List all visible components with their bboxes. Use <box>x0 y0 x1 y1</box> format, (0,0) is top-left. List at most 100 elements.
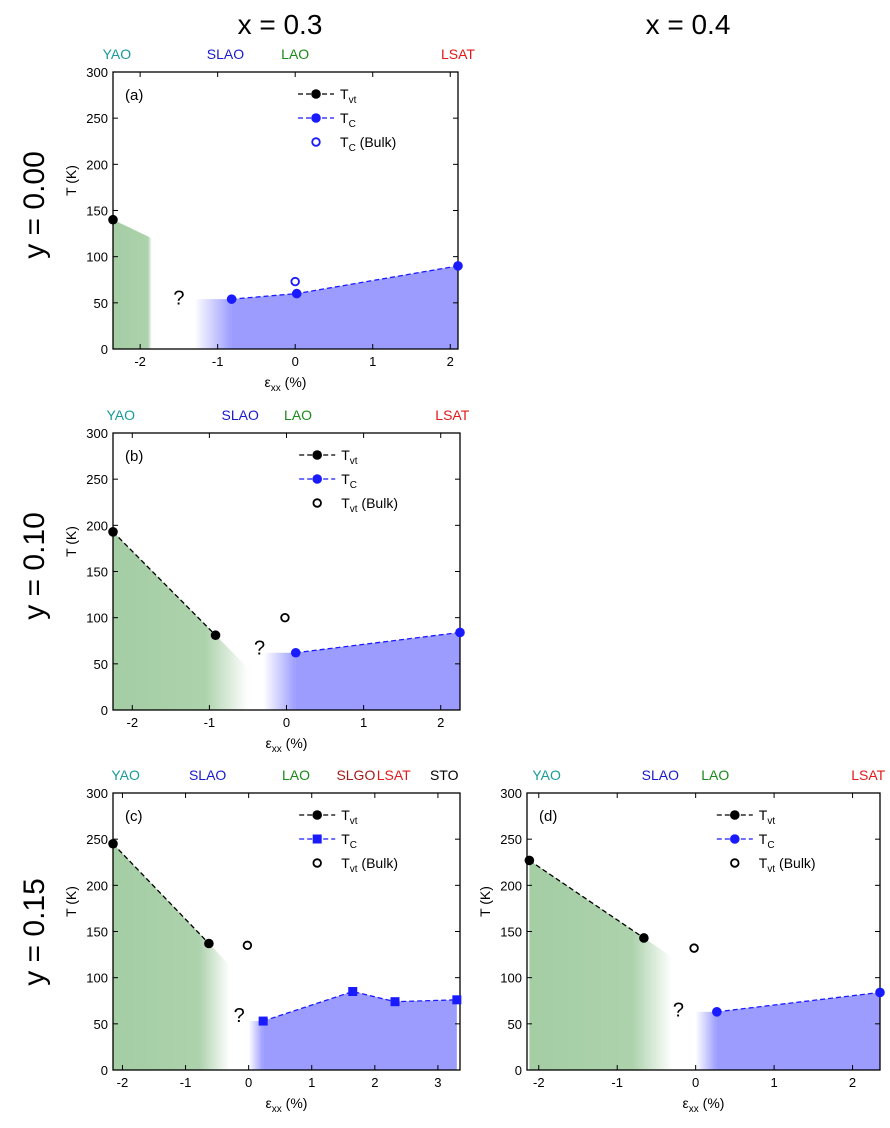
blue-phase-region <box>231 265 458 349</box>
y-axis-label: T (K) <box>63 165 79 196</box>
y-tick-label: 250 <box>86 472 108 487</box>
row-label-y015: y = 0.15 <box>18 878 51 986</box>
data-point <box>524 855 535 866</box>
legend-marker <box>730 858 740 868</box>
y-tick-label: 100 <box>86 971 108 986</box>
column-header-x04: x = 0.4 <box>646 9 731 40</box>
x-tick-label: 0 <box>283 715 290 730</box>
legend-entry: Tvt (Bulk) <box>312 855 398 875</box>
legend-label: Tvt (Bulk) <box>759 855 816 875</box>
substrate-label-lao: LAO <box>701 767 729 783</box>
x-tick-label: -2 <box>134 354 146 369</box>
legend-marker <box>312 450 323 460</box>
y-tick-label: 50 <box>508 1017 522 1032</box>
legend-label: TC <box>340 110 356 130</box>
x-axis-label-sub: xx <box>689 1104 699 1115</box>
x-tick-label: -2 <box>126 715 138 730</box>
substrate-label-lao: LAO <box>281 46 309 62</box>
substrate-label-slao: SLAO <box>189 767 226 783</box>
substrate-label-yao: YAO <box>111 767 140 783</box>
unknown-region-mark: ? <box>254 638 265 660</box>
data-point <box>108 214 118 225</box>
y-tick-label: 0 <box>101 1063 108 1078</box>
blue-fade-region <box>248 1021 264 1070</box>
y-tick-label: 0 <box>101 342 108 357</box>
x-axis-label-unit: (%) <box>281 374 307 390</box>
series-line <box>295 631 461 654</box>
substrate-label-lsat: LSAT <box>435 407 469 423</box>
data-point <box>453 261 463 271</box>
row-label-y000: y = 0.00 <box>18 151 51 259</box>
legend-label-sub: vt <box>767 816 775 827</box>
x-tick-label: 1 <box>360 715 367 730</box>
series-line <box>112 843 210 944</box>
data-point <box>258 1016 268 1026</box>
x-tick-label: 2 <box>371 1075 378 1090</box>
legend-label-sub: C <box>350 480 357 491</box>
legend-marker <box>312 858 322 868</box>
y-axis-label: T (K) <box>63 526 79 557</box>
legend-label-sub: vt <box>767 864 775 875</box>
legend-label-suffix: (Bulk) <box>358 855 398 871</box>
series-vt <box>108 838 214 949</box>
legend-label: Tvt (Bulk) <box>341 495 398 515</box>
y-tick-label: 150 <box>86 565 108 580</box>
legend-label: Tvt <box>341 447 358 467</box>
legend-label-sub: vt <box>350 864 358 875</box>
legend-marker <box>312 834 322 844</box>
substrate-label-slao: SLAO <box>207 46 244 62</box>
legend-entry: Tvt <box>298 86 357 106</box>
panel-label: (a) <box>125 87 143 104</box>
series-line <box>528 859 645 939</box>
legend-label-sub: vt <box>349 95 357 106</box>
data-point <box>108 526 118 537</box>
x-tick-label: -1 <box>204 715 216 730</box>
y-tick-label: 0 <box>101 703 108 718</box>
series-vt-bulk <box>242 940 253 951</box>
panel-label: (d) <box>539 808 557 825</box>
x-tick-label: -2 <box>533 1075 545 1090</box>
legend-marker <box>730 834 740 844</box>
y-tick-label: 250 <box>500 832 522 847</box>
legend-label: Tvt (Bulk) <box>341 855 398 875</box>
data-point <box>204 938 214 949</box>
substrate-label-yao: YAO <box>106 407 135 423</box>
legend-entry: Tvt <box>299 447 358 467</box>
x-tick-label: 0 <box>292 354 299 369</box>
data-point <box>348 987 358 997</box>
legend-entry: TC <box>299 471 357 491</box>
x-axis-label: εxx (%) <box>265 374 307 394</box>
legend-label-sub: C <box>349 119 356 130</box>
y-tick-label: 300 <box>86 426 108 441</box>
data-point <box>452 995 462 1005</box>
chart-panel-c: -2 -1 0 1 2 3 0 50 100 150 200 250 300 εxx (%) T (K) YA… <box>63 767 462 1115</box>
legend-entry: Tvt (Bulk) <box>312 495 398 515</box>
x-axis-label-unit: (%) <box>699 1095 725 1111</box>
chart-panel-d: -2 -1 0 1 2 0 50 100 150 200 250 300 εxx (%) T (K) YAO… <box>477 767 886 1115</box>
data-point <box>210 630 221 641</box>
blue-phase-region <box>263 991 457 1070</box>
y-tick-label: 100 <box>86 250 108 265</box>
y-tick-label: 50 <box>94 1017 108 1032</box>
green-phase-region <box>113 531 248 710</box>
data-point <box>280 612 290 623</box>
x-tick-label: 1 <box>770 1075 777 1090</box>
series-vt-bulk <box>280 612 290 623</box>
row-label-y010: y = 0.10 <box>18 512 51 620</box>
chart-panel-b: -2 -1 0 1 2 0 50 100 150 200 250 300 εxx (%) T (K) YAO… <box>63 407 470 755</box>
green-phase-region <box>529 860 673 1070</box>
x-tick-label: -1 <box>180 1075 192 1090</box>
series-C <box>290 627 465 658</box>
y-tick-label: 100 <box>500 971 522 986</box>
data-point <box>290 647 301 658</box>
x-axis-label-sub: xx <box>272 744 282 755</box>
legend-marker <box>311 89 321 99</box>
y-tick-label: 100 <box>86 611 108 626</box>
x-axis-label-unit: (%) <box>282 735 308 751</box>
unknown-region-mark: ? <box>173 288 184 310</box>
series-line <box>262 990 457 1022</box>
blue-fade-region <box>194 299 232 349</box>
legend-label: Tvt <box>341 807 358 827</box>
data-point <box>108 838 118 849</box>
